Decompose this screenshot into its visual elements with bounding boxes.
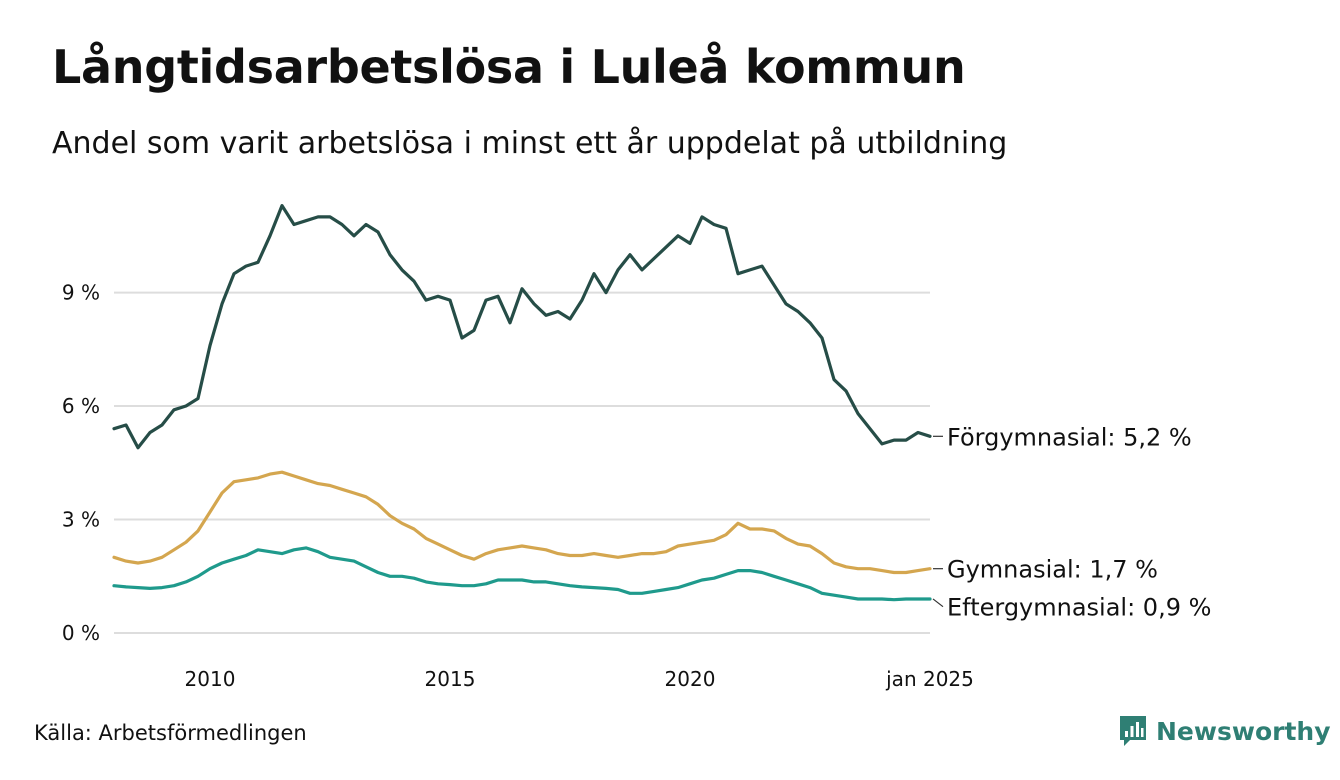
series-label-gymnasial: Gymnasial: 1,7 % [947,556,1158,584]
chart-subtitle: Andel som varit arbetslösa i minst ett å… [52,126,1008,161]
series-lines [112,204,932,602]
y-tick-label: 9 % [62,281,100,305]
gridlines [114,291,930,634]
brand-logo: Newsworthy [1118,713,1331,749]
newsworthy-logo-icon [1120,716,1146,746]
y-axis-ticks: 0 % 3 % 6 % 9 % [62,281,100,645]
x-axis-ticks: 2010 2015 2020 jan 2025 [185,667,974,691]
series-line-förgymnasial [112,204,932,450]
series-label-eftergymnasial: Eftergymnasial: 0,9 % [947,594,1211,622]
series-end-labels: Förgymnasial: 5,2 % Gymnasial: 1,7 % Efter… [932,423,1211,622]
series-line-eftergymnasial [112,546,932,602]
y-tick-label: 3 % [62,508,100,532]
x-tick-label: jan 2025 [885,667,974,691]
series-label-förgymnasial: Förgymnasial: 5,2 % [947,423,1192,451]
x-tick-label: 2020 [665,667,716,691]
label-leader-line [932,598,944,608]
series-line-gymnasial [112,470,932,575]
chart-title: Långtidsarbetslösa i Luleå kommun [52,40,966,94]
y-tick-label: 6 % [62,394,100,418]
source-note: Källa: Arbetsförmedlingen [34,721,307,745]
x-tick-label: 2015 [425,667,476,691]
brand-name: Newsworthy [1156,716,1331,746]
y-tick-label: 0 % [62,621,100,645]
x-tick-label: 2010 [185,667,236,691]
